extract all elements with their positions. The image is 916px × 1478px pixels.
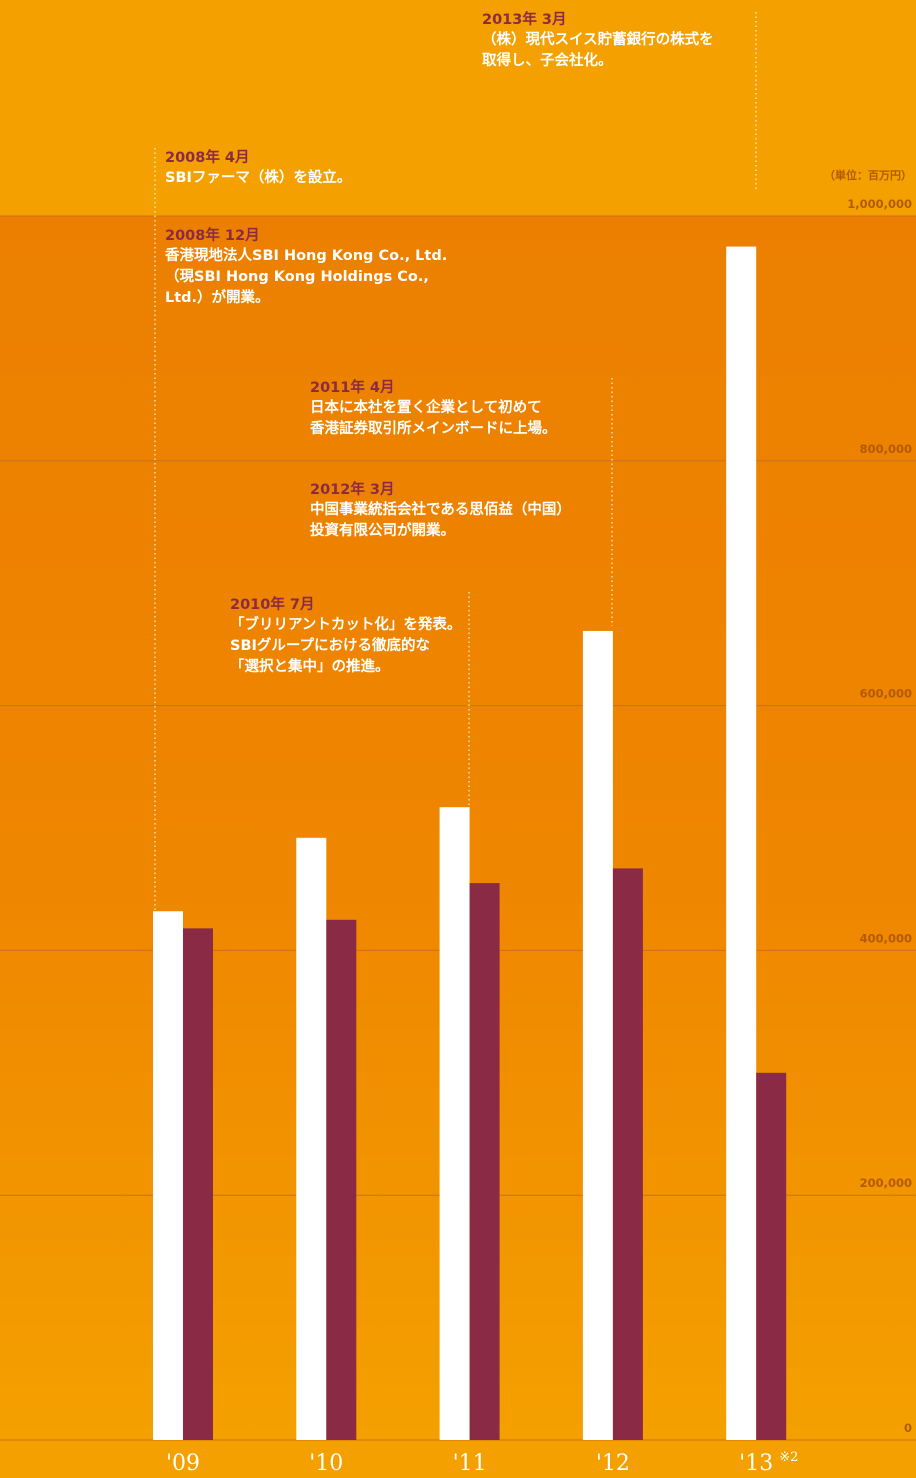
event-2012-03: 2012年 3月 中国事業統括会社である思佰益（中国） 投資有限公司が開業。: [310, 480, 571, 542]
x-tick-label: '10: [309, 1451, 343, 1476]
event-date: 2011年 4月: [310, 380, 395, 396]
bar-series-1-4: [726, 246, 757, 1441]
event-2008-04: 2008年 4月 SBIファーマ（株）を設立。: [165, 148, 351, 189]
x-tick-label: '11: [453, 1451, 487, 1476]
event-2008-12: 2008年 12月 香港現地法人SBI Hong Kong Co., Ltd. …: [165, 226, 447, 309]
event-date: 2013年 3月: [482, 12, 567, 28]
event-text: 香港現地法人SBI Hong Kong Co., Ltd. （現SBI Hong…: [165, 248, 448, 306]
event-text: SBIファーマ（株）を設立。: [165, 170, 352, 186]
y-tick-label: 0: [904, 1421, 912, 1435]
event-date: 2010年 7月: [230, 597, 315, 613]
event-text: 「ブリリアントカット化」を発表。 SBIグループにおける徹底的な 「選択と集中」…: [230, 617, 462, 675]
bar-series-2-0: [183, 928, 213, 1440]
y-tick-label: 200,000: [860, 1176, 912, 1190]
bar-series-1-0: [153, 911, 183, 1440]
bar-series-1-3: [582, 630, 613, 1440]
event-date: 2012年 3月: [310, 482, 395, 498]
y-tick-label: 800,000: [860, 442, 912, 456]
header-band: [0, 0, 916, 216]
footer-band: [0, 1440, 916, 1478]
bar-series-2-1: [326, 919, 357, 1440]
event-date: 2008年 12月: [165, 228, 260, 244]
bar-series-1-2: [439, 807, 470, 1440]
event-text: （株）現代スイス貯蓄銀行の株式を 取得し、子会社化。: [482, 32, 714, 69]
bar-series-2-3: [612, 868, 643, 1440]
x-tick-label: '12: [596, 1451, 630, 1476]
event-2011-04: 2011年 4月 日本に本社を置く企業として初めて 香港証券取引所メインボードに…: [310, 378, 557, 440]
y-tick-label: 1,000,000: [847, 197, 912, 211]
event-2010-07: 2010年 7月 「ブリリアントカット化」を発表。 SBIグループにおける徹底的…: [230, 595, 461, 678]
y-tick-label: 400,000: [860, 931, 912, 945]
bar-series-2-2: [469, 883, 500, 1440]
x-tick-label: '09: [166, 1451, 200, 1476]
event-date: 2008年 4月: [165, 150, 250, 166]
y-tick-label: 600,000: [860, 687, 912, 701]
x-tick-label: '13: [739, 1451, 773, 1476]
bar-series-1-1: [296, 837, 327, 1440]
bar-series-2-4: [756, 1072, 787, 1440]
event-text: 中国事業統括会社である思佰益（中国） 投資有限公司が開業。: [310, 502, 571, 539]
y-axis-unit-label: （単位：百万円）: [824, 168, 912, 182]
event-text: 日本に本社を置く企業として初めて 香港証券取引所メインボードに上場。: [310, 400, 557, 437]
x-tick-footnote: ※2: [779, 1450, 798, 1465]
event-2013-03: 2013年 3月 （株）現代スイス貯蓄銀行の株式を 取得し、子会社化。: [482, 10, 714, 72]
